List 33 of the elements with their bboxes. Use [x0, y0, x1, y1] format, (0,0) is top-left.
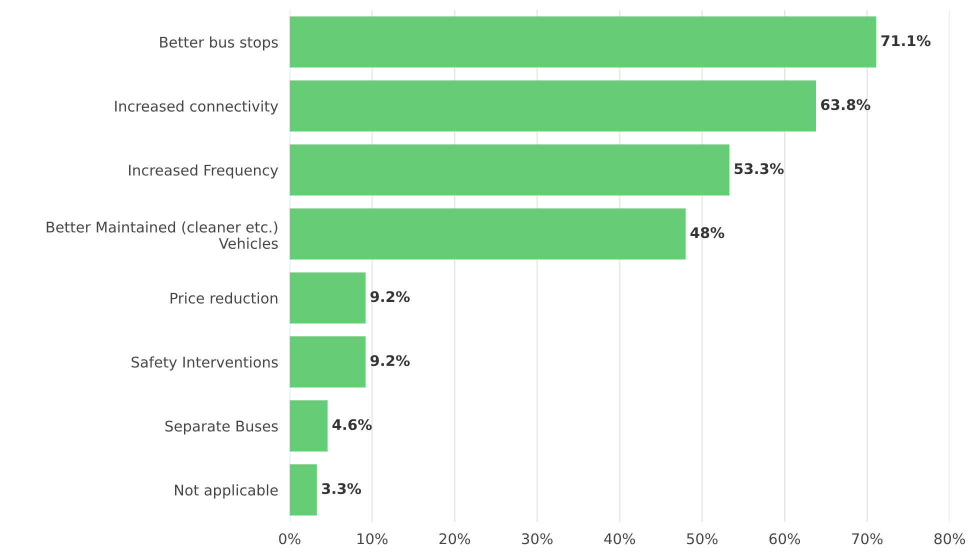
y-tick-label: Increased connectivity	[115, 100, 278, 115]
x-tick-label: 20%	[440, 533, 470, 544]
bar	[290, 400, 328, 452]
y-tick-label: Price reduction	[170, 292, 278, 304]
data-label: 63.8%	[821, 99, 870, 110]
data-label: 3.3%	[322, 483, 362, 494]
y-tick-label: Better bus stops	[160, 36, 278, 51]
x-tick-label: 40%	[604, 533, 636, 544]
bar	[290, 208, 686, 260]
x-tick-label: 10%	[358, 533, 388, 544]
y-tick-label: Separate Buses	[165, 420, 278, 434]
data-label: 9.2%	[370, 291, 410, 302]
x-tick-label: 60%	[769, 533, 800, 544]
data-label: 48%	[690, 227, 724, 238]
data-label: 53.3%	[734, 163, 784, 174]
bar	[290, 272, 366, 324]
x-tick-label: 0%	[279, 533, 300, 544]
y-tick-label: Safety Interventions	[132, 356, 278, 370]
data-label: 71.1%	[881, 35, 931, 46]
bar	[290, 80, 816, 132]
x-tick-label: 80%	[934, 533, 966, 544]
bar	[290, 464, 317, 516]
bar	[290, 336, 366, 388]
x-tick-label: 70%	[852, 533, 883, 544]
y-tick-label: Better Maintained (cleaner etc.) Vehicles	[46, 221, 278, 249]
bar	[290, 16, 876, 68]
data-label: 4.6%	[332, 419, 372, 430]
y-tick-label: Not applicable	[174, 484, 278, 498]
x-tick-label: 50%	[687, 533, 718, 544]
bar	[290, 144, 730, 196]
x-tick-label: 30%	[522, 533, 553, 544]
data-label: 9.2%	[370, 355, 410, 366]
y-tick-label: Increased Frequency	[129, 164, 278, 179]
